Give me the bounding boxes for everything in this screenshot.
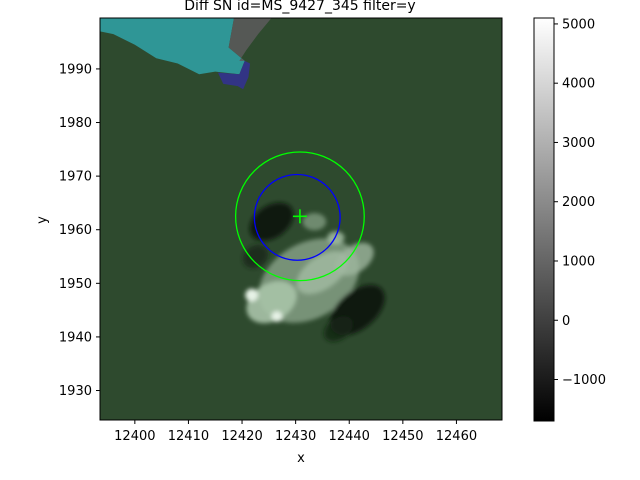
y-tick-label: 1970 <box>59 170 92 185</box>
x-tick-label: 12420 <box>221 429 262 444</box>
image-blob-10 <box>302 213 327 231</box>
mask-layer <box>100 18 272 90</box>
x-tick-label: 12400 <box>114 429 155 444</box>
image-blob-3 <box>335 242 374 276</box>
colorbar-tick-label: 2000 <box>562 195 595 210</box>
difference-image <box>242 202 385 342</box>
x-axis-label: x <box>297 451 305 466</box>
cyan-mask <box>100 18 245 75</box>
colorbar: −1000 0 1000 2000 3000 4000 5000 <box>533 17 606 422</box>
y-axis: 1930 1940 1950 1960 1970 1980 1990 <box>59 62 100 399</box>
blue-mask <box>217 60 251 90</box>
x-tick-label: 12410 <box>168 429 209 444</box>
colorbar-tick-label: 3000 <box>562 136 595 151</box>
colorbar-gradient <box>533 17 555 422</box>
y-tick-label: 1940 <box>59 330 92 345</box>
colorbar-tick-label: 4000 <box>562 77 595 92</box>
image-blob-7 <box>242 244 269 269</box>
image-blob-5 <box>271 311 283 322</box>
y-tick-label: 1950 <box>59 277 92 292</box>
image-blob-6 <box>249 202 294 241</box>
x-tick-label: 12450 <box>382 429 423 444</box>
y-tick-label: 1980 <box>59 116 92 131</box>
overlay-layer <box>234 151 365 282</box>
colorbar-tick-label: 0 <box>562 314 570 329</box>
y-axis-label: y <box>35 216 50 224</box>
x-tick-label: 12440 <box>329 429 370 444</box>
y-tick-label: 1990 <box>59 62 92 77</box>
plot-frame <box>99 17 503 421</box>
colorbar-tick-label: −1000 <box>562 373 606 388</box>
x-tick-label: 12460 <box>436 429 477 444</box>
y-tick-label: 1930 <box>59 384 92 399</box>
x-tick-label: 12430 <box>275 429 316 444</box>
y-tick-label: 1960 <box>59 223 92 238</box>
outer-aperture-circle <box>234 151 365 282</box>
image-blob-1 <box>246 281 297 324</box>
x-axis: 12400 12410 12420 12430 12440 12450 12460 <box>114 420 477 444</box>
chart-title: Diff SN id=MS_9427_345 filter=y <box>184 0 415 14</box>
image-blob-2 <box>296 251 349 295</box>
gray-mask <box>228 18 272 61</box>
colorbar-ticks: −1000 0 1000 2000 3000 4000 5000 <box>554 17 606 388</box>
colorbar-tick-label: 5000 <box>562 17 595 32</box>
image-blob-9 <box>323 316 354 342</box>
image-blob-4 <box>245 288 259 302</box>
image-blob-11 <box>327 231 345 245</box>
image-background <box>100 18 502 420</box>
colorbar-tick-label: 1000 <box>562 254 595 269</box>
plot-area <box>100 18 502 420</box>
inner-aperture-circle <box>253 173 341 261</box>
